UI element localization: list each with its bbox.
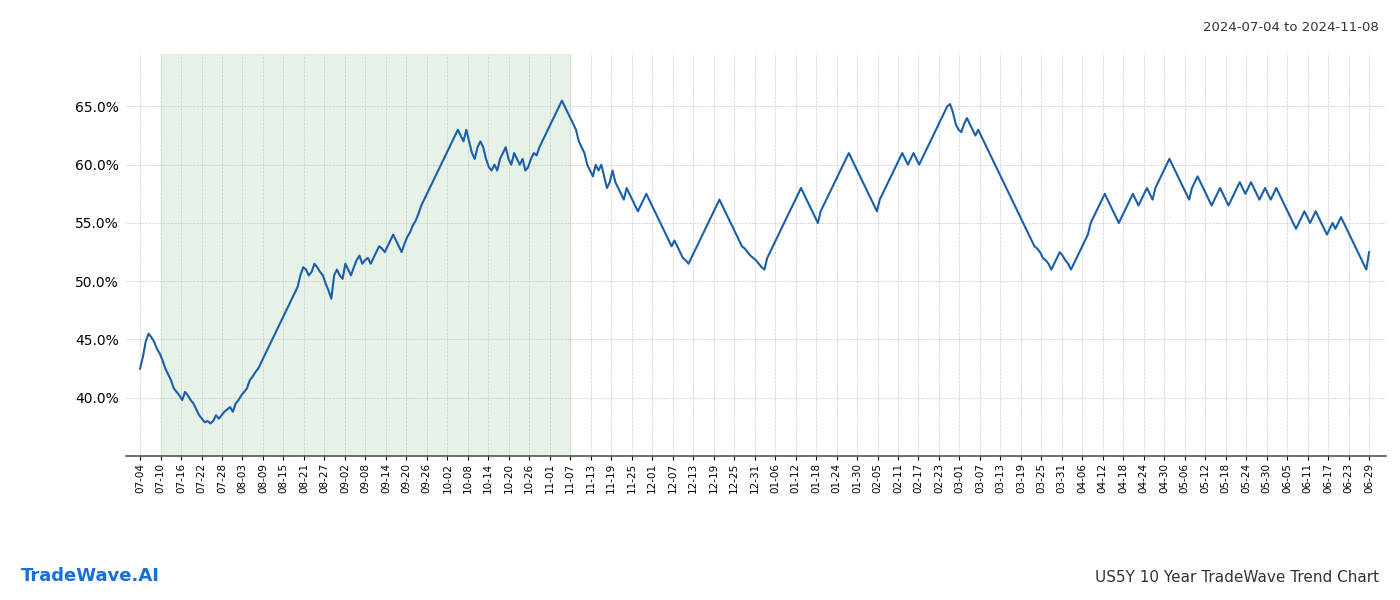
Text: TradeWave.AI: TradeWave.AI <box>21 567 160 585</box>
Text: US5Y 10 Year TradeWave Trend Chart: US5Y 10 Year TradeWave Trend Chart <box>1095 570 1379 585</box>
Text: 2024-07-04 to 2024-11-08: 2024-07-04 to 2024-11-08 <box>1203 21 1379 34</box>
Bar <box>161 54 570 456</box>
